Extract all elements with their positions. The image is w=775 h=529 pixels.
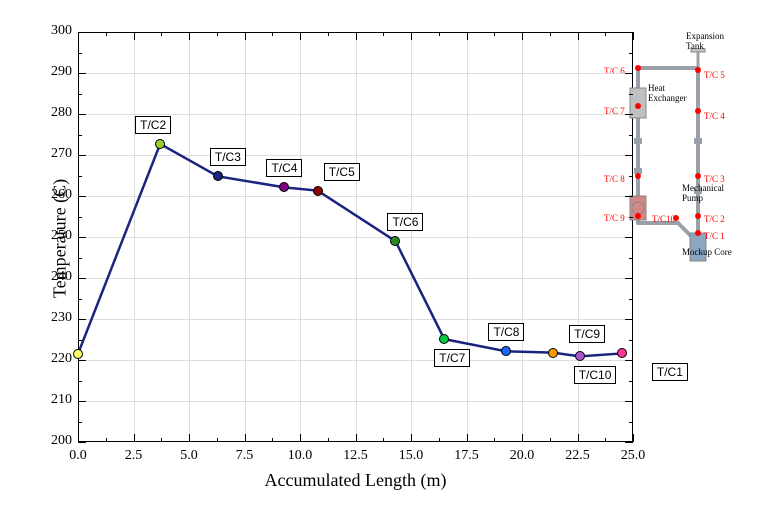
point-label: T/C1 [652,363,688,381]
chart-container: Temperature (C) Accumulated Length (m) T… [0,0,775,529]
line-series [0,0,775,529]
point-label: T/C7 [434,349,470,367]
point-label: T/C6 [387,213,423,231]
point-label: T/C2 [135,116,171,134]
data-point [548,348,558,358]
data-point [575,351,585,361]
point-label: T/C10 [574,366,617,384]
data-point [73,349,83,359]
point-label: T/C4 [266,159,302,177]
point-label: T/C9 [569,325,605,343]
point-label: T/C8 [488,323,524,341]
point-label: T/C5 [324,163,360,181]
data-point [313,186,323,196]
point-label: T/C3 [210,148,246,166]
data-point [155,139,165,149]
